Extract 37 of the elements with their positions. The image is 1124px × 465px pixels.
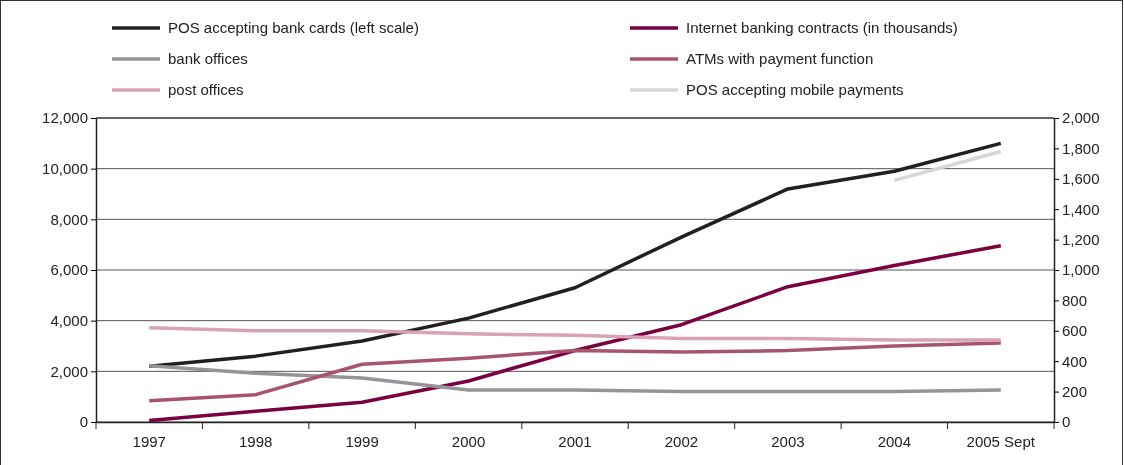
x-tick-label: 2000 xyxy=(451,432,486,450)
y2-tick-label: 1,400 xyxy=(1062,200,1100,218)
line-series xyxy=(147,243,1003,423)
line-series xyxy=(147,326,1003,342)
x-tick-label: 2005 Sept xyxy=(966,432,1036,450)
y2-tick-label: 0 xyxy=(1062,413,1071,431)
y2-tick-label: 1,600 xyxy=(1062,170,1100,188)
x-tick-label: 2001 xyxy=(558,432,592,450)
y-tick-label: 0 xyxy=(79,413,88,431)
line-series xyxy=(147,364,1003,394)
y-tick-label: 6,000 xyxy=(50,261,88,279)
line-series xyxy=(147,341,1003,403)
y2-tick-label: 600 xyxy=(1062,322,1088,340)
y2-tick-label: 1,000 xyxy=(1062,261,1100,279)
y-tick-label: 4,000 xyxy=(50,311,88,329)
y-tick-label: 10,000 xyxy=(42,159,88,177)
x-tick-label: 2004 xyxy=(877,432,912,450)
y2-tick-label: 2,000 xyxy=(1062,109,1100,127)
legend-label: bank offices xyxy=(168,50,248,67)
legend-label: POS accepting mobile payments xyxy=(686,81,904,98)
y2-tick-label: 1,200 xyxy=(1062,230,1100,248)
legend-label: post offices xyxy=(168,81,244,98)
y2-tick-label: 1,800 xyxy=(1062,139,1100,157)
x-tick-label: 1999 xyxy=(345,432,379,450)
x-tick-label: 2003 xyxy=(771,432,805,450)
y2-tick-label: 200 xyxy=(1062,382,1088,400)
legend-label: POS accepting bank cards (left scale) xyxy=(168,19,419,36)
legend-label: Internet banking contracts (in thousands) xyxy=(686,19,958,36)
x-tick-label: 1998 xyxy=(238,432,273,450)
y2-tick-label: 400 xyxy=(1062,352,1088,370)
x-tick-label: 2002 xyxy=(664,432,699,450)
y-tick-label: 12,000 xyxy=(42,109,88,127)
x-tick-label: 1997 xyxy=(132,432,166,450)
legend-label: ATMs with payment function xyxy=(686,50,874,67)
y-tick-label: 2,000 xyxy=(50,362,88,380)
y2-tick-label: 800 xyxy=(1062,291,1088,309)
y-tick-label: 8,000 xyxy=(50,210,88,228)
